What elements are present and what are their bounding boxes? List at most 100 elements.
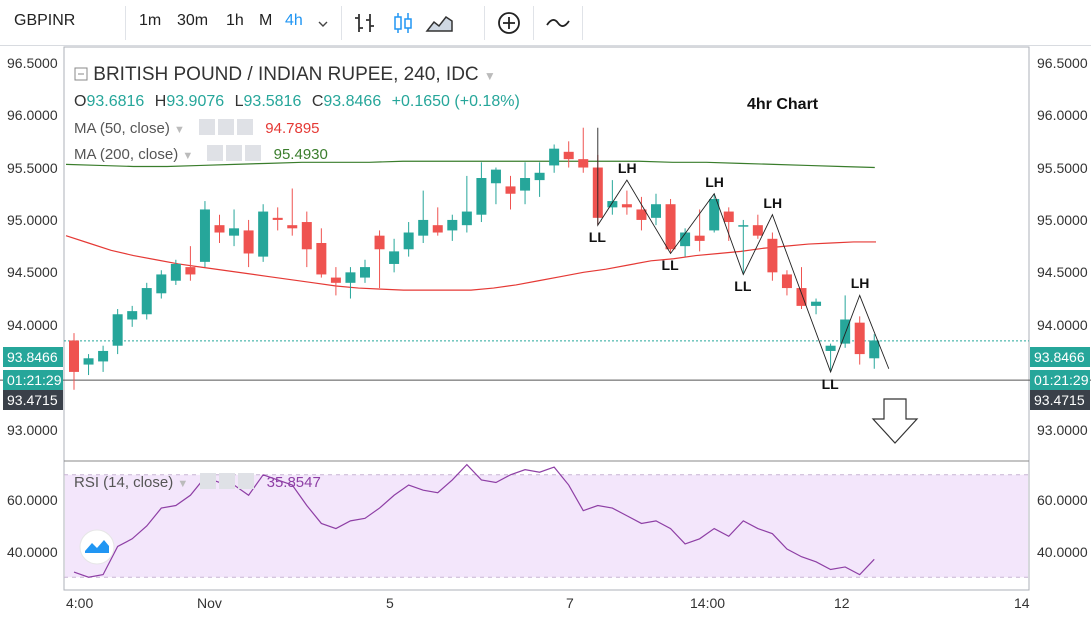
pattern-label: LH: [763, 194, 783, 211]
axis-tick-label: 95.5000: [1037, 159, 1088, 176]
candles-icon[interactable]: [388, 8, 418, 38]
candle: [229, 209, 240, 247]
candle-body: [854, 322, 865, 355]
close-value: 93.8466: [323, 93, 382, 110]
candle: [825, 343, 836, 372]
axis-tick-label: 40.0000: [1037, 543, 1088, 560]
symbol-search[interactable]: GBPINR: [14, 12, 76, 29]
candle-body: [505, 186, 516, 194]
candle: [694, 209, 705, 252]
close-icon[interactable]: [238, 473, 255, 489]
ma200-dropdown-icon[interactable]: ▼: [182, 150, 194, 162]
candle: [607, 180, 618, 215]
add-indicator-icon[interactable]: [494, 8, 524, 38]
ma50-path: [65, 235, 876, 291]
interval-30m[interactable]: 30m: [177, 12, 209, 29]
area-chart-icon[interactable]: [424, 8, 454, 38]
candle: [578, 127, 589, 173]
close-icon[interactable]: [237, 119, 254, 135]
ma50-dropdown-icon[interactable]: ▼: [174, 124, 185, 136]
toolbar-divider: [533, 6, 534, 40]
visibility-icon[interactable]: [199, 119, 216, 135]
axis-tick-label: 93.0000: [7, 421, 58, 438]
candle-body: [360, 267, 370, 278]
candle: [330, 267, 341, 296]
axis-tick-label: 96.5000: [7, 54, 58, 71]
rsi-legend: RSI (14, close) ▼ 35.8547: [74, 473, 321, 491]
axis-tick-label: 7: [566, 595, 574, 611]
pattern-label: LH: [705, 173, 724, 190]
candle-body: [621, 204, 632, 208]
high-value: 93.9076: [166, 93, 225, 110]
legend-dropdown-icon[interactable]: ▼: [483, 69, 496, 83]
candle-body: [345, 272, 356, 283]
candle-body: [156, 274, 167, 294]
candle-body: [694, 235, 705, 241]
settings-icon[interactable]: [218, 119, 235, 135]
settings-icon[interactable]: [226, 145, 243, 161]
candle: [418, 190, 429, 243]
toolbar-divider: [125, 6, 126, 40]
axis-tick-label: 93.0000: [1037, 421, 1088, 438]
tradingview-logo-icon[interactable]: [79, 529, 119, 565]
candle-body: [607, 201, 618, 208]
candle: [316, 228, 327, 278]
axis-tick-label: 60.0000: [1037, 492, 1088, 509]
axis-tick-label: 95.0000: [1037, 211, 1088, 228]
countdown-tag-left: 01:21:29: [3, 370, 63, 390]
axis-tick-label: 4:00: [66, 595, 94, 611]
close-icon[interactable]: [245, 145, 262, 161]
candle-body: [112, 314, 123, 346]
candle-body: [869, 340, 880, 359]
candle-body: [214, 225, 225, 233]
interval-4h-active[interactable]: 4h: [285, 12, 303, 29]
rsi-pane: [64, 463, 1029, 578]
candle-body: [811, 301, 822, 306]
candle-body: [636, 209, 647, 220]
settings-icon[interactable]: [219, 473, 236, 489]
candle: [432, 207, 443, 236]
high-label: H: [154, 93, 167, 110]
interval-dropdown-icon[interactable]: [318, 19, 328, 29]
candle-body: [301, 222, 312, 250]
pattern-label: LH: [617, 160, 637, 177]
visibility-icon[interactable]: [207, 145, 224, 161]
candle-body: [578, 159, 589, 168]
rsi-dropdown-icon[interactable]: ▼: [177, 478, 189, 490]
axis-tick-label: 94.0000: [7, 316, 58, 333]
candle: [258, 204, 269, 262]
candle: [360, 259, 370, 283]
open-value: 93.6816: [86, 93, 145, 110]
interval-1h[interactable]: 1h: [226, 12, 244, 29]
axis-tick-label: 95.0000: [7, 211, 58, 228]
candle-body: [563, 151, 574, 160]
candle-body: [651, 204, 661, 218]
bar-chart-icon[interactable]: [350, 8, 380, 38]
candle-body: [243, 230, 254, 254]
toolbar-divider: [484, 6, 485, 40]
candle: [665, 198, 676, 254]
axis-tick-label: 60.0000: [7, 492, 58, 509]
candle: [651, 193, 661, 226]
low-label: L: [234, 93, 244, 110]
axis-tick-label: 12: [834, 595, 850, 611]
compare-icon[interactable]: [543, 8, 573, 38]
ma200-value: 95.4930: [273, 146, 328, 163]
ma200-label: MA (200, close): [74, 146, 179, 163]
candle-body: [83, 358, 94, 365]
candle: [636, 196, 647, 231]
interval-1m[interactable]: 1m: [139, 12, 162, 29]
toolbar: GBPINR 1m 30m 1h M 4h: [0, 0, 1091, 46]
candle: [345, 267, 356, 299]
pattern-label: LL: [588, 229, 606, 246]
last-price-tag-right: 93.8466: [1030, 347, 1090, 367]
candle: [199, 201, 210, 268]
visibility-icon[interactable]: [200, 473, 217, 489]
candle: [69, 333, 79, 390]
rsi-label: RSI (14, close): [74, 474, 174, 491]
collapse-icon[interactable]: [74, 67, 88, 81]
candle-body: [534, 172, 545, 181]
candle: [621, 190, 632, 215]
interval-month[interactable]: M: [259, 12, 273, 29]
